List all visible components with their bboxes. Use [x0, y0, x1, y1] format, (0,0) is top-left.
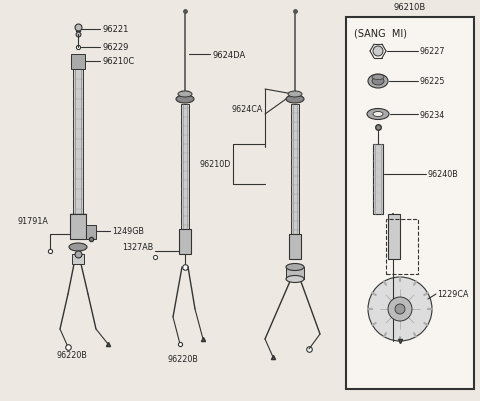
Text: 96240B: 96240B: [427, 170, 458, 179]
Bar: [291, 105, 299, 235]
Text: 9624DA: 9624DA: [212, 51, 245, 59]
Text: (SANG  MI): (SANG MI): [354, 29, 407, 39]
Text: 1327AB: 1327AB: [122, 243, 153, 252]
Bar: [73, 70, 83, 215]
Bar: [181, 105, 189, 229]
Text: 96220B: 96220B: [56, 350, 87, 360]
Bar: [373, 145, 383, 215]
Text: 96220B: 96220B: [167, 354, 198, 364]
Text: 1249GB: 1249GB: [112, 227, 144, 236]
Bar: [388, 215, 400, 259]
Ellipse shape: [286, 264, 304, 271]
Text: 96221: 96221: [102, 25, 128, 34]
Ellipse shape: [176, 96, 194, 104]
Text: 1229CA: 1229CA: [437, 290, 468, 299]
Bar: [346, 18, 474, 389]
Bar: [72, 254, 84, 264]
Text: 91791A: 91791A: [17, 217, 48, 226]
Bar: [71, 55, 85, 70]
Text: 96225: 96225: [419, 77, 444, 86]
Ellipse shape: [286, 96, 304, 104]
Text: 96229: 96229: [102, 43, 128, 53]
Text: 96210D: 96210D: [200, 160, 231, 169]
Circle shape: [368, 277, 432, 341]
Ellipse shape: [178, 92, 192, 98]
Text: 96210C: 96210C: [102, 57, 134, 66]
Ellipse shape: [286, 276, 304, 283]
Bar: [70, 215, 86, 239]
Bar: [289, 235, 301, 259]
Circle shape: [388, 297, 412, 321]
Ellipse shape: [69, 243, 87, 251]
Text: 96210B: 96210B: [394, 4, 426, 12]
Ellipse shape: [372, 78, 384, 86]
Ellipse shape: [372, 75, 384, 80]
Text: 96227: 96227: [419, 47, 444, 57]
Text: 9624CA: 9624CA: [232, 105, 263, 114]
Circle shape: [373, 47, 383, 57]
Ellipse shape: [368, 75, 388, 89]
Bar: [179, 229, 191, 254]
Circle shape: [395, 304, 405, 314]
Ellipse shape: [288, 92, 302, 98]
Bar: [286, 267, 304, 279]
Text: 96234: 96234: [419, 110, 444, 119]
Bar: [386, 219, 418, 274]
Ellipse shape: [373, 112, 383, 117]
Bar: [86, 225, 96, 239]
Ellipse shape: [367, 109, 389, 120]
